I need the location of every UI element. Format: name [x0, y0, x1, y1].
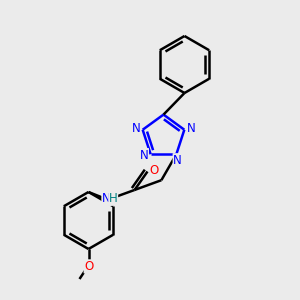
Text: O: O	[149, 164, 159, 177]
Text: N: N	[140, 148, 148, 162]
Text: N: N	[173, 154, 182, 167]
Text: N: N	[102, 192, 111, 205]
Text: O: O	[84, 260, 93, 273]
Text: H: H	[109, 192, 118, 205]
Text: N: N	[187, 122, 195, 135]
Text: N: N	[132, 122, 140, 135]
